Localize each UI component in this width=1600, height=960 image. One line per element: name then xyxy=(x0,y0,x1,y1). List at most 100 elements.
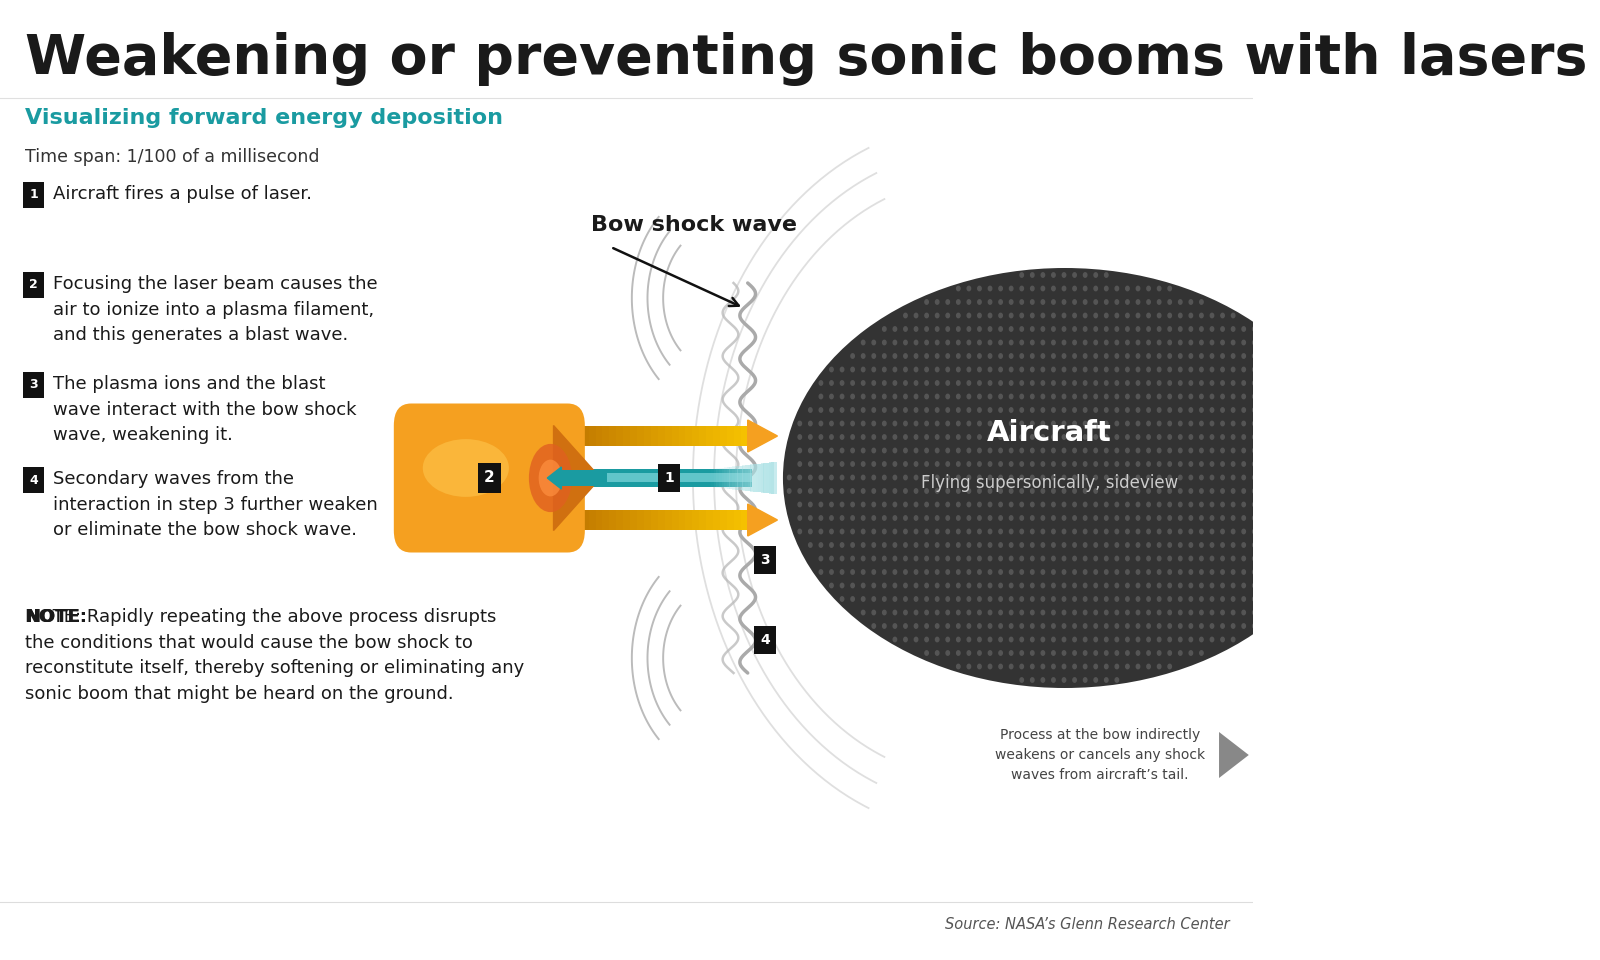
Circle shape xyxy=(957,381,960,385)
Circle shape xyxy=(1010,435,1013,439)
Circle shape xyxy=(1115,611,1118,614)
Circle shape xyxy=(1189,516,1192,520)
Circle shape xyxy=(957,611,960,614)
Circle shape xyxy=(861,475,866,480)
Circle shape xyxy=(1274,462,1277,467)
Circle shape xyxy=(966,597,971,601)
Circle shape xyxy=(798,462,802,467)
Circle shape xyxy=(1168,381,1171,385)
Circle shape xyxy=(1189,435,1192,439)
Circle shape xyxy=(1285,462,1288,467)
Circle shape xyxy=(1074,556,1077,561)
Bar xyxy=(664,510,672,530)
Circle shape xyxy=(1083,651,1086,655)
Circle shape xyxy=(861,448,866,453)
Circle shape xyxy=(1136,381,1139,385)
Circle shape xyxy=(1179,354,1182,358)
Circle shape xyxy=(1094,542,1098,547)
Circle shape xyxy=(936,651,939,655)
Circle shape xyxy=(872,340,875,345)
Circle shape xyxy=(1200,462,1203,467)
Circle shape xyxy=(787,475,790,480)
Circle shape xyxy=(1168,300,1171,304)
Circle shape xyxy=(798,516,802,520)
Circle shape xyxy=(1147,448,1150,453)
Circle shape xyxy=(1221,584,1224,588)
Circle shape xyxy=(1104,300,1109,304)
Circle shape xyxy=(966,584,971,588)
Bar xyxy=(547,426,555,446)
Circle shape xyxy=(925,584,928,588)
Circle shape xyxy=(893,516,896,520)
Circle shape xyxy=(946,462,949,467)
Circle shape xyxy=(1253,516,1256,520)
Circle shape xyxy=(1179,516,1182,520)
Circle shape xyxy=(883,570,886,574)
Circle shape xyxy=(1104,273,1109,277)
Circle shape xyxy=(840,570,843,574)
Bar xyxy=(589,510,595,530)
Circle shape xyxy=(1042,529,1045,534)
Circle shape xyxy=(1136,421,1139,425)
Circle shape xyxy=(914,637,918,641)
Circle shape xyxy=(978,516,981,520)
Circle shape xyxy=(989,664,992,669)
Circle shape xyxy=(851,395,854,398)
Circle shape xyxy=(1315,395,1320,398)
Circle shape xyxy=(1030,354,1034,358)
Circle shape xyxy=(1168,408,1171,412)
Circle shape xyxy=(1074,326,1077,331)
Circle shape xyxy=(1157,300,1162,304)
Circle shape xyxy=(1157,624,1162,628)
Circle shape xyxy=(1274,516,1277,520)
Circle shape xyxy=(1115,516,1118,520)
Circle shape xyxy=(1189,584,1192,588)
Circle shape xyxy=(1083,435,1086,439)
Text: Secondary waves from the
interaction in step 3 further weaken
or eliminate the b: Secondary waves from the interaction in … xyxy=(53,470,378,540)
Circle shape xyxy=(1157,286,1162,291)
Circle shape xyxy=(1210,435,1214,439)
Circle shape xyxy=(966,368,971,372)
Circle shape xyxy=(1232,475,1235,480)
Circle shape xyxy=(1285,395,1288,398)
Circle shape xyxy=(872,381,875,385)
Circle shape xyxy=(861,462,866,467)
Circle shape xyxy=(1062,489,1066,493)
Circle shape xyxy=(1136,340,1139,345)
Circle shape xyxy=(808,435,813,439)
Circle shape xyxy=(1062,584,1066,588)
Polygon shape xyxy=(747,420,778,452)
Circle shape xyxy=(1210,421,1214,425)
Circle shape xyxy=(1062,570,1066,574)
Circle shape xyxy=(998,286,1002,291)
Circle shape xyxy=(1136,475,1139,480)
Circle shape xyxy=(1051,326,1054,331)
Circle shape xyxy=(936,570,939,574)
Circle shape xyxy=(1200,489,1203,493)
Circle shape xyxy=(851,489,854,493)
Circle shape xyxy=(840,435,843,439)
Circle shape xyxy=(1179,597,1182,601)
Circle shape xyxy=(1210,516,1214,520)
Circle shape xyxy=(1094,556,1098,561)
Circle shape xyxy=(1126,326,1130,331)
Circle shape xyxy=(1189,462,1192,467)
Circle shape xyxy=(1326,516,1330,520)
Circle shape xyxy=(872,556,875,561)
Circle shape xyxy=(1232,408,1235,412)
Circle shape xyxy=(1094,597,1098,601)
Circle shape xyxy=(966,326,971,331)
Circle shape xyxy=(1306,570,1309,574)
Circle shape xyxy=(1010,313,1013,318)
Bar xyxy=(714,426,720,446)
Circle shape xyxy=(904,462,907,467)
Circle shape xyxy=(1200,584,1203,588)
Circle shape xyxy=(978,624,981,628)
Bar xyxy=(685,426,693,446)
Circle shape xyxy=(840,368,843,372)
Circle shape xyxy=(1326,462,1330,467)
Circle shape xyxy=(1285,381,1288,385)
Circle shape xyxy=(946,597,949,601)
Circle shape xyxy=(840,395,843,398)
Circle shape xyxy=(1179,637,1182,641)
